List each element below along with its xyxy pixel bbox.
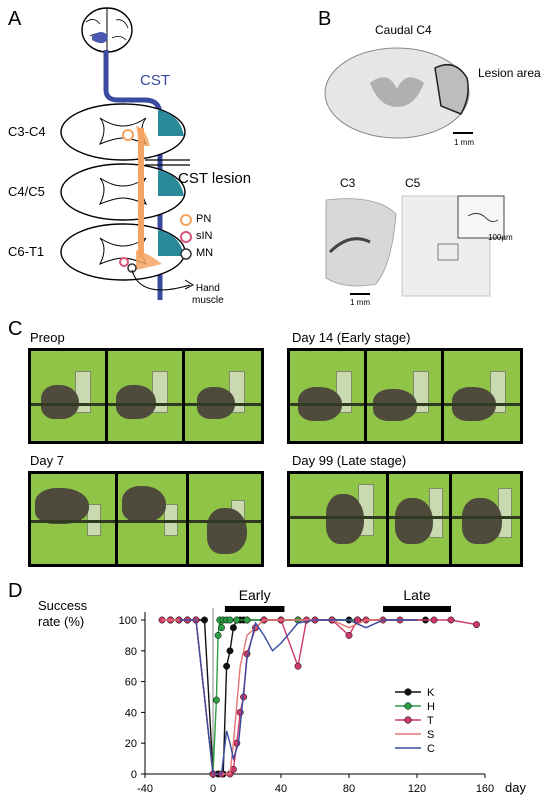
panel-b-letter: B xyxy=(318,8,332,30)
y-tick-label: 100 xyxy=(119,615,137,627)
condition-label-day99: Day 99 (Late stage) xyxy=(292,453,407,468)
video-frame xyxy=(367,351,441,441)
propriospinal-column xyxy=(138,128,144,258)
series-point-k xyxy=(201,616,208,624)
legend-label-s: S xyxy=(427,729,434,741)
stage-bar-early xyxy=(224,606,285,612)
scale-100um: 100µm xyxy=(488,233,513,242)
video-frame xyxy=(185,351,261,441)
video-frame xyxy=(108,351,182,441)
video-frames-day7 xyxy=(28,471,264,567)
series-point-t xyxy=(473,621,480,629)
x-axis-label: day xyxy=(505,780,526,795)
spinal-cord-diagram xyxy=(60,7,195,300)
condition-label-day7: Day 7 xyxy=(30,453,64,468)
legend-label-c: C xyxy=(427,743,435,755)
c5-label: C5 xyxy=(405,176,421,190)
condition-label-preop: Preop xyxy=(30,330,65,345)
series-point-t xyxy=(294,662,302,670)
series-point-k xyxy=(229,624,237,632)
y-tick-label: 0 xyxy=(131,769,137,781)
video-frames-preop xyxy=(28,348,264,444)
c3-label: C3 xyxy=(340,176,356,190)
c3-c5-section-images xyxy=(325,195,505,297)
panel-c-letter: C xyxy=(8,318,23,340)
x-tick-label: 80 xyxy=(343,783,355,795)
x-tick-label: 160 xyxy=(476,783,494,795)
scale-1mm-bottom: 1 mm xyxy=(350,298,370,307)
series-point-t xyxy=(447,616,455,624)
series-point-h xyxy=(243,616,251,624)
stage-label-late: Late xyxy=(403,587,430,603)
video-frame xyxy=(452,474,520,564)
video-frame xyxy=(444,351,520,441)
spinal-section-c6t1 xyxy=(60,223,186,281)
y-tick-label: 20 xyxy=(125,738,137,750)
y-tick-label: 80 xyxy=(125,646,137,658)
video-frame xyxy=(118,474,186,564)
legend-marker-k xyxy=(404,688,412,696)
spinal-section-c4c5 xyxy=(60,163,186,221)
video-frames-day14 xyxy=(287,348,523,444)
stage-bar-late xyxy=(383,606,451,612)
video-frame xyxy=(31,351,105,441)
video-frames-day99 xyxy=(287,471,523,567)
video-frame xyxy=(389,474,449,564)
series-line-k xyxy=(170,619,426,775)
level-label-c4c5: C4/C5 xyxy=(8,184,45,199)
level-label-c3c4: C3-C4 xyxy=(8,124,46,139)
hand-muscle-label: Hand muscle xyxy=(192,283,224,306)
x-tick-label: 40 xyxy=(275,783,287,795)
series-point-t xyxy=(430,616,438,624)
video-frame xyxy=(31,474,115,564)
series-point-h xyxy=(226,616,234,624)
x-tick-label: 0 xyxy=(210,783,216,795)
series-point-t xyxy=(345,631,353,639)
legend-marker-h xyxy=(404,702,412,710)
cst-label: CST xyxy=(140,72,170,89)
legend-label-t: T xyxy=(427,715,434,727)
y-tick-label: 40 xyxy=(125,707,137,719)
legend-marker-t xyxy=(404,716,412,724)
panel-a-letter: A xyxy=(8,8,22,30)
legend-label-h: H xyxy=(427,701,435,713)
level-label-c6t1: C6-T1 xyxy=(8,244,45,259)
series-point-h xyxy=(218,624,225,632)
caudal-c4-label: Caudal C4 xyxy=(375,23,432,37)
panel-d-letter: D xyxy=(8,580,23,602)
x-tick-label: -40 xyxy=(137,783,153,795)
series-line-c xyxy=(179,619,417,775)
x-tick-label: 120 xyxy=(408,783,426,795)
legend-label-k: K xyxy=(427,687,435,699)
y-tick-label: 60 xyxy=(125,677,137,689)
legend-mn: MN xyxy=(196,247,214,259)
y-axis-label: Success xyxy=(38,598,88,613)
scale-1mm-top: 1 mm xyxy=(454,138,474,147)
y-axis-label-unit: rate (%) xyxy=(38,614,84,629)
video-frame xyxy=(189,474,261,564)
series-point-h xyxy=(212,696,220,704)
legend-pn: PN xyxy=(196,213,212,225)
stage-label-early: Early xyxy=(239,587,271,603)
brain-icon xyxy=(81,7,133,53)
series-point-h xyxy=(214,631,222,639)
series-point-k xyxy=(226,647,234,655)
series-point-k xyxy=(223,662,231,670)
legend-sin: sIN xyxy=(196,230,213,242)
condition-label-day14: Day 14 (Early stage) xyxy=(292,330,411,345)
video-frame xyxy=(290,474,386,564)
caudal-c4-section-image xyxy=(324,47,473,139)
video-frame xyxy=(290,351,364,441)
cst-lesion-label: CST lesion xyxy=(178,170,252,187)
series-point-h xyxy=(233,616,241,624)
lesion-area-label: Lesion area xyxy=(478,66,541,80)
